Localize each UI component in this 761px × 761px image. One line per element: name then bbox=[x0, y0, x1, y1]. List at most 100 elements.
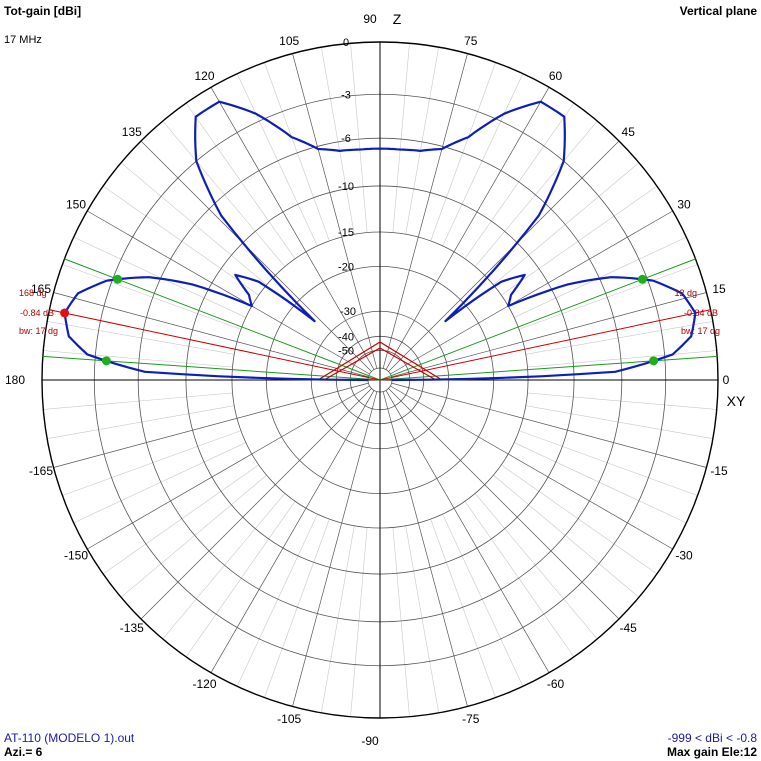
beamwidth-point bbox=[101, 356, 111, 366]
angle-tick-label: -30 bbox=[675, 549, 693, 563]
spoke-line bbox=[43, 392, 233, 410]
angle-tick-labels: 0153045607590105120135150165180-165-150-… bbox=[5, 12, 730, 748]
spoke-line bbox=[292, 53, 378, 369]
angle-tick-label: 135 bbox=[122, 125, 142, 139]
spoke-line bbox=[350, 43, 368, 233]
angle-tick-label: 165 bbox=[31, 282, 51, 296]
spoke-line bbox=[102, 464, 259, 575]
spoke-line bbox=[474, 493, 598, 640]
spoke-line bbox=[474, 120, 598, 267]
angle-tick-label: -75 bbox=[462, 712, 480, 726]
max-gain-point bbox=[60, 308, 70, 318]
spoke-line bbox=[87, 385, 370, 550]
angle-tick-label: 75 bbox=[464, 34, 478, 48]
gain-range: -999 < dBi < -0.8 bbox=[667, 731, 757, 745]
frequency-label: 17 MHz bbox=[4, 34, 42, 46]
spoke-line bbox=[264, 62, 330, 241]
spoke-line bbox=[43, 350, 233, 368]
spoke-line bbox=[442, 514, 524, 687]
spoke-line bbox=[501, 185, 658, 296]
angle-tick-label: 60 bbox=[549, 69, 563, 83]
spoke-line bbox=[140, 140, 372, 372]
angle-tick-label: 90 bbox=[363, 12, 377, 26]
angle-tick-label: 0 bbox=[723, 373, 730, 387]
pattern-layer bbox=[60, 100, 697, 382]
ring-label: -10 bbox=[338, 181, 354, 193]
spoke-line bbox=[392, 43, 410, 233]
spoke-line bbox=[493, 474, 640, 598]
ring-label: -20 bbox=[338, 261, 354, 273]
spoke-line bbox=[162, 120, 286, 267]
angle-tick-label: 120 bbox=[194, 69, 214, 83]
spoke-line bbox=[350, 527, 368, 717]
angle-tick-label: -165 bbox=[29, 464, 53, 478]
max-gain-line bbox=[379, 309, 711, 381]
angle-tick-label: -120 bbox=[192, 677, 216, 691]
spoke-line bbox=[493, 162, 640, 286]
pattern-curve bbox=[63, 100, 697, 382]
spoke-line bbox=[47, 405, 235, 439]
z-axis-label: Z bbox=[393, 11, 402, 27]
spoke-line bbox=[388, 140, 620, 372]
spoke-line bbox=[464, 102, 575, 259]
angle-tick-label: 150 bbox=[66, 198, 86, 212]
spoke-line bbox=[236, 514, 318, 687]
spoke-line bbox=[162, 493, 286, 640]
inner-beam-marker bbox=[317, 341, 443, 381]
max-gain-annotation: 12 dg bbox=[674, 288, 697, 298]
angle-tick-label: -15 bbox=[710, 464, 728, 478]
spoke-line bbox=[527, 350, 717, 368]
max-gain-annotation: -0.84 dB bbox=[20, 308, 54, 318]
spoke-line bbox=[321, 525, 355, 713]
angle-tick-label: -105 bbox=[277, 712, 301, 726]
beamwidth-point bbox=[649, 356, 659, 366]
spoke-line bbox=[73, 442, 246, 524]
spoke-line bbox=[501, 464, 658, 575]
angle-tick-label: -60 bbox=[547, 677, 565, 691]
spoke-line bbox=[525, 321, 713, 355]
spoke-line bbox=[236, 73, 318, 246]
spoke-line bbox=[210, 87, 375, 370]
max-gain-line bbox=[49, 309, 381, 381]
spoke-line bbox=[102, 185, 259, 296]
angle-tick-label: -45 bbox=[620, 621, 638, 635]
ring-label: -3 bbox=[341, 89, 351, 101]
angle-tick-label: 45 bbox=[622, 125, 636, 139]
max-gain-annotation: bw: 17 dg bbox=[19, 326, 58, 336]
spoke-line bbox=[390, 385, 673, 550]
spoke-line bbox=[120, 474, 267, 598]
spoke-line bbox=[388, 388, 620, 620]
angle-spokes bbox=[42, 42, 718, 718]
spoke-line bbox=[514, 442, 687, 524]
spoke-line bbox=[442, 73, 524, 246]
spoke-line bbox=[390, 210, 673, 375]
ring-label: -40 bbox=[338, 331, 354, 343]
inner-marker-outer bbox=[317, 341, 443, 381]
file-name: AT-110 (MODELO 1).out bbox=[4, 731, 135, 745]
max-gain-elevation: Max gain Ele:12 bbox=[666, 745, 757, 759]
ring-label: -30 bbox=[340, 306, 356, 318]
angle-tick-label: -135 bbox=[120, 621, 144, 635]
spoke-line bbox=[392, 527, 410, 717]
spoke-line bbox=[292, 391, 378, 707]
spoke-line bbox=[430, 519, 496, 698]
ring-label: -50 bbox=[338, 345, 354, 357]
spoke-line bbox=[264, 519, 330, 698]
spoke-line bbox=[430, 62, 496, 241]
angle-tick-label: 180 bbox=[5, 373, 25, 387]
spoke-line bbox=[464, 501, 575, 658]
spoke-line bbox=[391, 382, 707, 468]
angle-tick-label: 105 bbox=[279, 34, 299, 48]
inner-marker-inner bbox=[323, 347, 437, 381]
spoke-line bbox=[53, 292, 369, 378]
ring-label: -15 bbox=[338, 227, 354, 239]
spoke-line bbox=[514, 236, 687, 318]
azimuth-label: Azi.= 6 bbox=[4, 745, 43, 759]
spoke-line bbox=[405, 47, 439, 235]
spoke-line bbox=[87, 210, 370, 375]
ring-label: 0 bbox=[343, 37, 349, 49]
angle-tick-label: 15 bbox=[712, 282, 726, 296]
spoke-line bbox=[185, 501, 296, 658]
spoke-line bbox=[321, 47, 355, 235]
spoke-line bbox=[140, 388, 372, 620]
